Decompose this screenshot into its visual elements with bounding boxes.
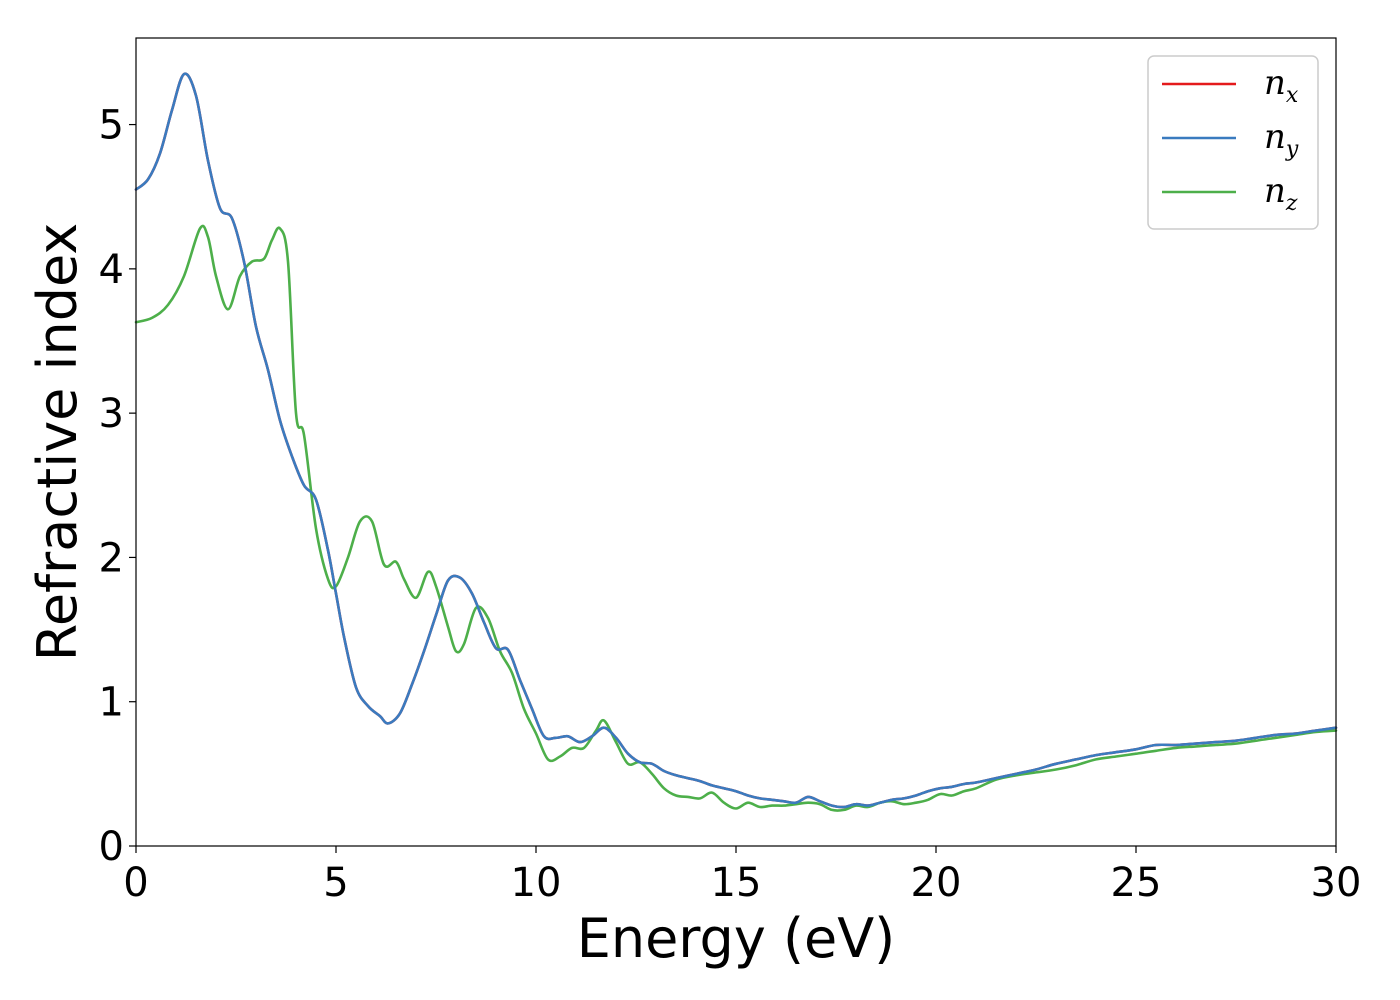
legend-label-n-y: ny (1264, 117, 1299, 162)
x-tick-label: 25 (1111, 860, 1162, 906)
series-layer (134, 72, 1338, 812)
x-axis-label: Energy (eV) (577, 907, 896, 970)
x-tick-label: 0 (123, 860, 148, 906)
legend-box (1147, 55, 1319, 230)
x-tick-label: 15 (711, 860, 762, 906)
y-tick-label: 3 (99, 391, 124, 437)
series-line-n-y (134, 72, 1338, 809)
legend-label-n-x: nx (1264, 63, 1299, 108)
y-tick-label: 0 (99, 824, 124, 870)
legend: nx ny nz (1147, 55, 1319, 230)
y-tick-label: 5 (99, 103, 124, 149)
y-axis-label: Refractive index (26, 223, 89, 662)
x-tick-label: 20 (911, 860, 962, 906)
x-tick-label: 30 (1311, 860, 1362, 906)
y-axis-ticks: 0 1 2 3 4 5 (99, 103, 136, 870)
legend-label-n-z: nz (1264, 171, 1298, 216)
x-tick-label: 10 (511, 860, 562, 906)
y-tick-label: 4 (99, 247, 124, 293)
y-tick-label: 2 (99, 535, 124, 581)
y-tick-label: 1 (99, 680, 124, 726)
x-axis-ticks: 0 5 10 15 20 25 30 (123, 846, 1361, 906)
x-tick-label: 5 (323, 860, 348, 906)
